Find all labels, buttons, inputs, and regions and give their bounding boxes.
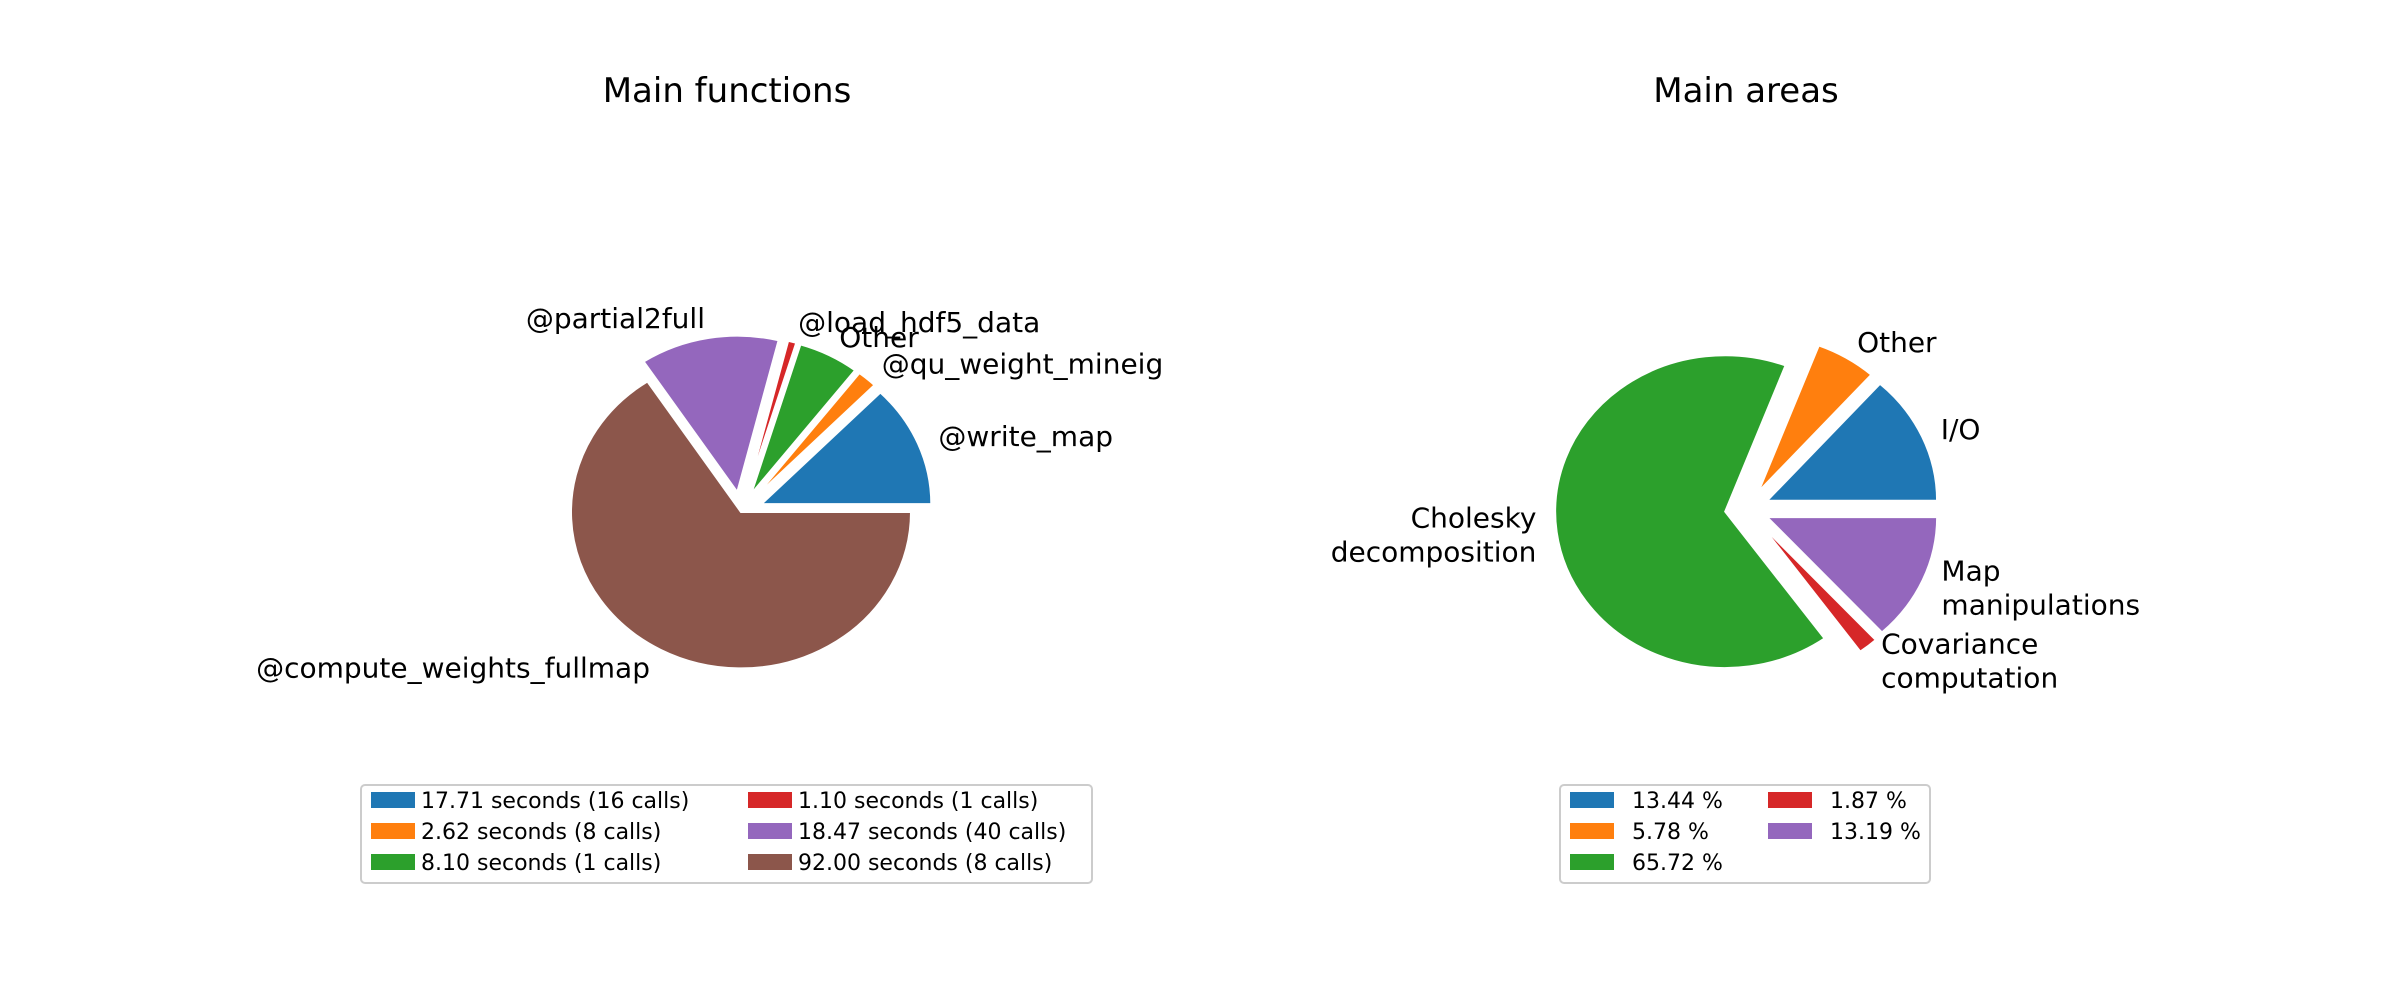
legend-swatch [1570, 792, 1614, 808]
slice-other [750, 343, 857, 495]
legend-swatch [1768, 823, 1812, 839]
areas-chart: Main areas I/O Other Cholesky decomposition… [1331, 71, 2140, 884]
slice-map-manipulations [1764, 516, 1939, 634]
slice-load-hdf5-data [745, 339, 798, 493]
slice-other [1757, 344, 1873, 493]
legend-swatch [748, 854, 792, 870]
slice-write-map [758, 391, 933, 506]
areas-pie [1554, 344, 1939, 670]
slice-compute-weights-fullmap [570, 380, 913, 670]
slice-label-cholesky-decomposition: Cholesky decomposition [1331, 501, 1537, 568]
slice-label-load-hdf5-data: @load_hdf5_data [798, 306, 1040, 339]
slice-cholesky-decomposition [1554, 354, 1827, 670]
legend-entry: 92.00 seconds (8 calls) [798, 851, 1052, 876]
slice-label-write-map: @write_map [938, 420, 1113, 453]
legend-swatch [748, 823, 792, 839]
slice-partial2full [642, 334, 780, 495]
slice-label-i-o: I/O [1941, 413, 1981, 446]
legend-entry: 13.44 % [1632, 789, 1723, 814]
legend-entry: 2.62 seconds (8 calls) [421, 820, 661, 845]
functions-chart: Main functions @write_map @qu_weight_mine… [256, 71, 1163, 884]
legend-entry: 1.87 % [1830, 789, 1907, 814]
legend-swatch [371, 823, 415, 839]
areas-slice-labels: I/O Other Cholesky decomposition Covariance c… [1331, 326, 2140, 695]
legend-entry: 13.19 % [1830, 820, 1921, 845]
functions-slice-labels: @write_map @qu_weight_mineigOther@load_hd… [256, 302, 1163, 685]
legend-entry: 18.47 seconds (40 calls) [798, 820, 1066, 845]
legend-swatch [1570, 823, 1614, 839]
slice-label-qu-weight-mineig: @qu_weight_mineig [882, 348, 1164, 381]
legend-swatch [371, 792, 415, 808]
slice-qu-weight-mineig [754, 371, 877, 498]
functions-pie [570, 334, 933, 670]
legend-frame [1559, 784, 1931, 884]
functions-chart-title: Main functions [603, 71, 852, 111]
areas-legend: 13.44 % 5.78 % 65.72 % 1.87 % 13.19 % [1559, 784, 1931, 884]
slice-i-o [1764, 382, 1939, 502]
slice-label-map-manipulations: Map manipulations [1941, 555, 2140, 622]
slice-covariance-computation [1760, 523, 1878, 653]
legend-entry: 8.10 seconds (1 calls) [421, 851, 661, 876]
legend-entry: 1.10 seconds (1 calls) [798, 789, 1038, 814]
areas-chart-title: Main areas [1653, 71, 1839, 111]
functions-legend: 17.71 seconds (16 calls) 2.62 seconds (8 … [360, 784, 1093, 884]
slice-label-compute-weights-fullmap: @compute_weights_fullmap [256, 652, 650, 685]
legend-entry: 5.78 % [1632, 820, 1709, 845]
slice-label-partial2full: @partial2full [526, 302, 705, 335]
legend-swatch [371, 854, 415, 870]
slice-label-other: Other [1857, 326, 1937, 359]
legend-entry: 17.71 seconds (16 calls) [421, 789, 689, 814]
legend-swatch [1570, 854, 1614, 870]
legend-swatch [748, 792, 792, 808]
legend-frame [360, 784, 1093, 884]
slice-label-covariance-computation: Covariance computation [1881, 628, 2058, 695]
legend-entry: 65.72 % [1632, 851, 1723, 876]
legend-swatch [1768, 792, 1812, 808]
slice-label-other: Other [839, 321, 919, 354]
